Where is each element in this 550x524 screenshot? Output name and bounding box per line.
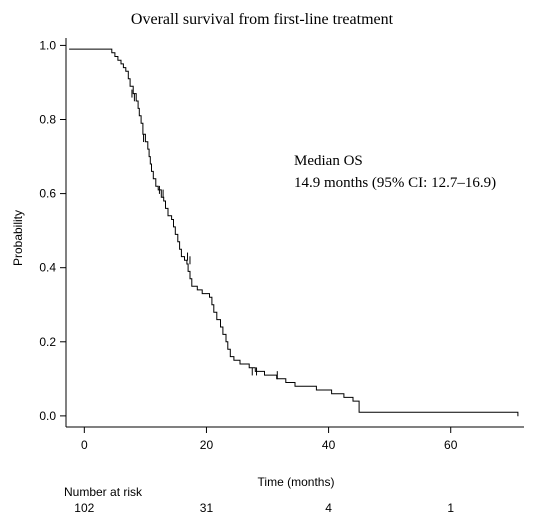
x-axis-ticks: 0 20 40 60 <box>81 427 458 452</box>
y-tick-label: 1.0 <box>39 38 56 52</box>
risk-table-label: Number at risk <box>64 485 143 499</box>
risk-table-counts: 102 31 4 1 <box>74 501 454 515</box>
x-tick-label: 60 <box>444 438 458 452</box>
y-tick-label: 0.4 <box>39 261 56 275</box>
x-tick-label: 20 <box>200 438 214 452</box>
survival-curve <box>69 48 519 417</box>
y-axis-label: Probability <box>11 210 25 266</box>
y-tick-label: 0.0 <box>39 409 56 423</box>
y-tick-label: 0.8 <box>39 113 56 127</box>
risk-count: 1 <box>447 501 454 515</box>
median-os-label: Median OS <box>294 153 363 169</box>
risk-count: 102 <box>74 501 94 515</box>
risk-count: 4 <box>325 501 332 515</box>
x-tick-label: 40 <box>322 438 336 452</box>
chart-title: Overall survival from first-line treatme… <box>131 11 394 28</box>
x-axis-label: Time (months) <box>258 475 335 489</box>
y-axis-ticks: 0.0 0.2 0.4 0.6 0.8 1.0 <box>39 38 66 423</box>
y-tick-label: 0.2 <box>39 335 56 349</box>
y-tick-label: 0.6 <box>39 187 56 201</box>
censor-marks <box>131 89 278 380</box>
median-os-value: 14.9 months (95% CI: 12.7–16.9) <box>294 175 496 191</box>
x-tick-label: 0 <box>81 438 88 452</box>
risk-count: 31 <box>200 501 214 515</box>
